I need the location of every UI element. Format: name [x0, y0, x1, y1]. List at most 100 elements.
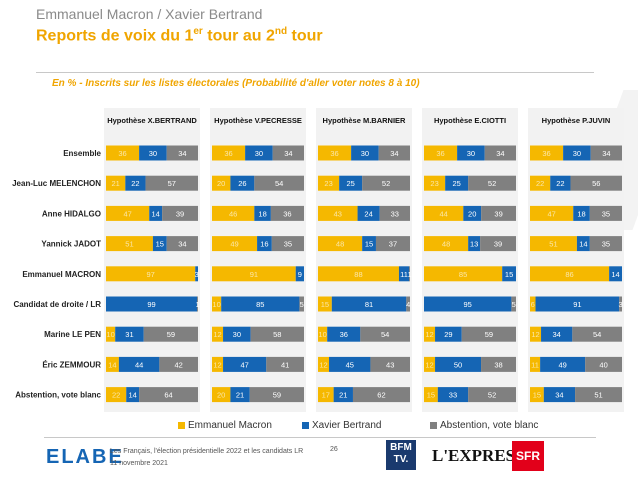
- data-label: 48: [336, 240, 344, 249]
- data-label: 29: [444, 330, 452, 339]
- bar-segment: [126, 387, 140, 403]
- bar-segment: [424, 236, 469, 252]
- bar-segment: [409, 266, 410, 282]
- bar-segment: [530, 387, 544, 403]
- bar-segment: [271, 236, 304, 252]
- legend-item-macron: Emmanuel Macron: [178, 420, 272, 431]
- data-label: 47: [240, 360, 248, 369]
- data-label: 35: [284, 240, 292, 249]
- bfm-tv-logo: BFM TV.: [386, 440, 416, 470]
- bar-segment: [435, 326, 462, 342]
- data-label: 58: [273, 330, 281, 339]
- data-label: 14: [129, 391, 137, 400]
- data-label: 34: [553, 330, 561, 339]
- data-label: 52: [382, 179, 390, 188]
- data-label: 3: [195, 270, 199, 279]
- bar-segment: [145, 175, 198, 191]
- data-label: 86: [565, 270, 573, 279]
- bar-segment: [360, 326, 410, 342]
- panel-header: Hypothèse E.CIOTTI: [434, 116, 506, 125]
- bar-segment: [530, 236, 577, 252]
- bar-segment: [223, 356, 267, 372]
- data-label: 22: [536, 179, 544, 188]
- data-label: 15: [365, 240, 373, 249]
- bar-segment: [530, 326, 542, 342]
- bar-segment: [576, 236, 590, 252]
- data-label: 51: [125, 240, 133, 249]
- bar-segment: [573, 205, 590, 221]
- data-label: 64: [164, 391, 172, 400]
- row-label: Candidat de droite / LR: [13, 300, 101, 309]
- data-label: 12: [213, 360, 221, 369]
- data-label: 30: [233, 330, 241, 339]
- bar-segment: [331, 296, 407, 312]
- data-label: 14: [108, 360, 116, 369]
- bar-segment: [270, 205, 304, 221]
- bar-segment: [125, 175, 146, 191]
- data-label: 97: [146, 270, 154, 279]
- bar-segment: [468, 387, 516, 403]
- data-label: 59: [273, 391, 281, 400]
- bar-segment: [435, 356, 482, 372]
- legend-label-abstention: Abstention, vote blanc: [440, 420, 539, 431]
- bar-segment: [249, 387, 304, 403]
- data-label: 51: [549, 240, 557, 249]
- data-label: 15: [427, 391, 435, 400]
- data-label: 1: [195, 300, 199, 309]
- data-label: 34: [496, 149, 504, 158]
- bar-segment: [424, 145, 458, 161]
- bar-segment: [257, 236, 272, 252]
- bar-segment: [352, 387, 410, 403]
- bar-segment: [362, 236, 376, 252]
- data-label: 56: [592, 179, 600, 188]
- bar-segment: [254, 205, 271, 221]
- bar-segment: [406, 296, 410, 312]
- data-label: 3: [619, 300, 623, 309]
- bar-segment: [318, 205, 358, 221]
- data-label: 9: [298, 270, 302, 279]
- data-label: 34: [284, 149, 292, 158]
- data-label: 88: [354, 270, 362, 279]
- bar-segment: [106, 387, 127, 403]
- bar-segment: [318, 387, 334, 403]
- data-label: 54: [593, 330, 601, 339]
- bar-segment: [378, 145, 410, 161]
- data-label: 17: [322, 391, 330, 400]
- bar-segment: [437, 387, 469, 403]
- data-label: 4: [406, 300, 410, 309]
- legend-item-abstention: Abstention, vote blanc: [430, 420, 538, 431]
- footer-source: Les Français, l'élection présidentielle …: [110, 446, 303, 470]
- bottom-divider: [44, 437, 596, 438]
- bar-segment: [230, 175, 255, 191]
- bar-segment: [480, 236, 516, 252]
- data-label: 45: [346, 360, 354, 369]
- data-label: 37: [389, 240, 397, 249]
- data-label: 31: [125, 330, 133, 339]
- data-label: 15: [156, 240, 164, 249]
- data-label: 23: [324, 179, 332, 188]
- data-label: 16: [260, 240, 268, 249]
- data-label: 36: [542, 149, 550, 158]
- data-label: 23: [430, 179, 438, 188]
- data-label: 36: [340, 330, 348, 339]
- bar-segment: [212, 296, 222, 312]
- data-label: 81: [365, 300, 373, 309]
- bar-segment: [318, 326, 328, 342]
- data-label: 13: [470, 240, 478, 249]
- bar-segment: [424, 266, 503, 282]
- data-label: 47: [547, 209, 555, 218]
- data-label: 34: [390, 149, 398, 158]
- bar-segment: [530, 145, 564, 161]
- data-label: 34: [555, 391, 563, 400]
- bar-segment: [484, 145, 516, 161]
- sfr-logo: SFR: [512, 441, 544, 471]
- bar-segment: [424, 326, 436, 342]
- data-label: 42: [175, 360, 183, 369]
- bar-segment: [481, 205, 516, 221]
- bar-segment: [197, 296, 198, 312]
- legend-swatch-abstention: [430, 422, 437, 429]
- panel-header: Hypothèse X.BERTRAND: [107, 116, 197, 125]
- bar-segment: [589, 205, 622, 221]
- page-number: 26: [330, 446, 338, 453]
- data-label: 12: [319, 360, 327, 369]
